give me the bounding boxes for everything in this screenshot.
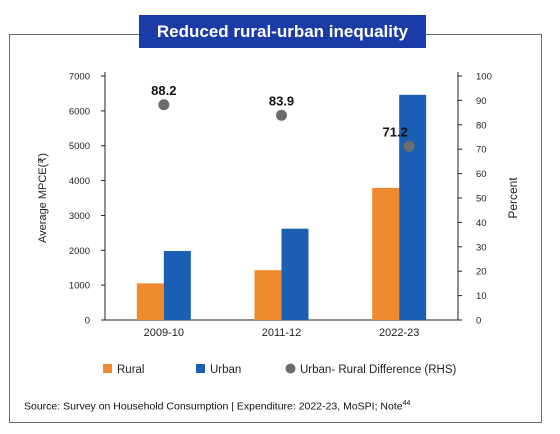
source-text: Source: Survey on Household Consumption …: [24, 400, 403, 413]
left-tick-label: 2000: [69, 246, 90, 257]
chart-title: Reduced rural-urban inequality: [139, 15, 426, 48]
right-tick-label: 0: [476, 316, 481, 327]
source-note: Source: Survey on Household Consumption …: [24, 400, 410, 413]
left-tick-label: 0: [85, 316, 90, 327]
legend-swatch: [103, 364, 112, 373]
legend-label: Urban: [210, 364, 241, 376]
difference-data-label: 83.9: [269, 93, 294, 108]
legend-label: Urban- Rural Difference (RHS): [300, 364, 457, 376]
left-tick-label: 1000: [69, 281, 90, 292]
x-tick-label: 2009-10: [144, 327, 184, 339]
left-tick-label: 6000: [69, 106, 90, 117]
y-axis-label: Average MPCE(₹): [37, 153, 49, 243]
right-tick-label: 90: [476, 96, 487, 107]
bar-urban: [281, 228, 309, 320]
x-tick-label: 2022-23: [379, 327, 419, 339]
left-tick-label: 4000: [69, 176, 90, 187]
y2-axis-label: Percent: [506, 177, 520, 219]
legend-swatch: [285, 363, 296, 374]
bar-rural: [136, 283, 164, 320]
right-tick-label: 60: [476, 169, 487, 180]
right-tick-label: 30: [476, 242, 487, 253]
left-tick-label: 7000: [69, 72, 90, 83]
right-tick-label: 70: [476, 145, 487, 156]
source-note-superscript: 44: [402, 400, 411, 407]
right-tick-label: 40: [476, 218, 487, 229]
left-tick-label: 3000: [69, 211, 90, 222]
right-tick-label: 80: [476, 120, 487, 131]
right-tick-label: 10: [476, 291, 487, 302]
difference-data-label: 88.2: [151, 83, 176, 98]
difference-point: [158, 99, 170, 111]
bar-urban: [399, 94, 427, 320]
right-tick-label: 100: [476, 72, 492, 83]
legend-swatch: [196, 364, 205, 373]
difference-point: [276, 109, 287, 121]
right-tick-label: 50: [476, 194, 487, 205]
right-tick-label: 20: [476, 267, 487, 278]
left-tick-label: 5000: [69, 141, 90, 152]
bar-urban: [163, 250, 191, 320]
difference-data-label: 71.2: [383, 124, 408, 139]
legend-label: Rural: [117, 364, 144, 376]
bar-rural: [254, 270, 282, 320]
x-tick-label: 2011-12: [262, 327, 302, 339]
bar-rural: [372, 187, 400, 320]
difference-point: [403, 140, 415, 152]
